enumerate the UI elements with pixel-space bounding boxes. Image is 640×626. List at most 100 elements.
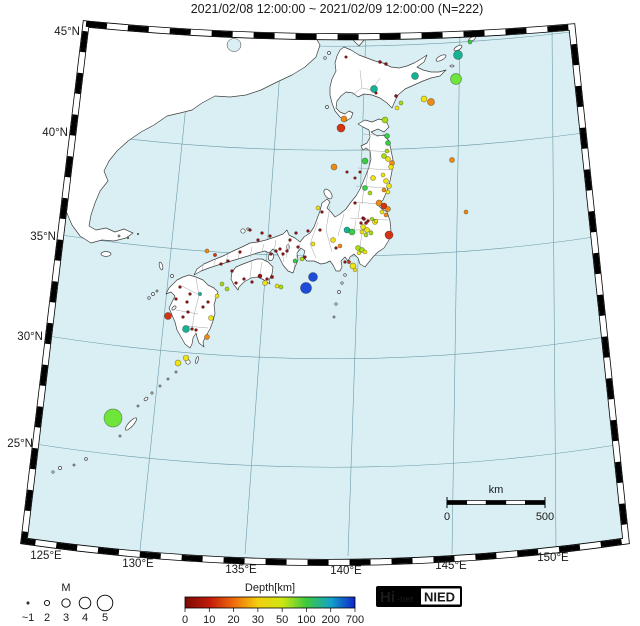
- logo-nied-text: NIED: [424, 590, 455, 605]
- earthquake-marker: [248, 228, 252, 232]
- earthquake-marker: [219, 281, 225, 287]
- earthquake-marker: [274, 249, 278, 253]
- earthquake-marker: [281, 252, 285, 256]
- depth-tick-label: 100: [297, 614, 315, 626]
- longitude-label: 130°E: [122, 558, 154, 570]
- earthquake-marker: [381, 187, 387, 193]
- earthquake-marker: [368, 230, 374, 236]
- earthquake-marker: [381, 153, 387, 159]
- earthquake-marker: [318, 228, 322, 232]
- scale-bar: km 0 500: [444, 484, 554, 523]
- earthquake-marker: [385, 156, 391, 162]
- latitude-label: 35°N: [30, 231, 56, 243]
- earthquake-marker: [356, 250, 362, 256]
- sea-area: [24, 24, 626, 563]
- earthquake-marker: [234, 281, 238, 285]
- earthquake-marker: [361, 157, 369, 165]
- earthquake-marker: [182, 354, 190, 362]
- earthquake-marker: [219, 262, 223, 266]
- earthquake-marker: [384, 62, 388, 66]
- earthquake-marker: [450, 73, 462, 85]
- earthquake-marker: [344, 55, 348, 59]
- magnitude-sample-circle: [61, 598, 71, 608]
- magnitude-sample-label: 5: [102, 612, 108, 624]
- map-title: 2021/02/08 12:00:00 ~ 2021/02/09 12:00:0…: [191, 2, 484, 16]
- earthquake-marker: [330, 237, 336, 243]
- earthquake-marker: [257, 273, 263, 279]
- landmasses: [39, 24, 488, 474]
- earthquake-marker: [274, 283, 280, 289]
- scalebar-end-label: 500: [536, 511, 554, 523]
- earthquake-marker: [383, 212, 389, 218]
- earthquake-marker: [300, 282, 312, 294]
- earthquake-marker: [294, 231, 298, 235]
- longitude-label: 145°E: [435, 560, 467, 572]
- scalebar-segment: [505, 500, 526, 505]
- logo-hi-text: Hi: [380, 589, 395, 606]
- hinet-nied-logo: Hi -net NIED: [376, 586, 462, 607]
- magnitude-legend-title: M: [61, 582, 70, 594]
- logo-nied-panel: [421, 588, 460, 605]
- earthquake-marker: [310, 241, 316, 247]
- earthquake-marker: [308, 272, 318, 282]
- magnitude-legend: M ~1 2 3 4 5: [22, 582, 114, 624]
- earthquake-marker: [362, 185, 368, 191]
- earthquake-marker: [262, 280, 268, 286]
- earthquake-marker: [370, 175, 376, 181]
- earthquake-marker: [226, 259, 230, 263]
- earthquake-marker: [242, 277, 246, 281]
- earthquake-marker: [288, 238, 292, 242]
- earthquake-marker: [380, 172, 386, 178]
- sado-island: [323, 188, 333, 200]
- earthquake-marker: [384, 133, 390, 139]
- earthquake-marker: [315, 205, 321, 211]
- latitude-label: 25°N: [7, 438, 33, 450]
- earthquake-marker: [201, 305, 205, 309]
- magnitude-sample-label: 3: [63, 612, 69, 624]
- earthquake-marker: [181, 315, 185, 319]
- earthquake-marker: [383, 178, 389, 184]
- earthquake-marker: [103, 408, 123, 428]
- okinawa-island: [125, 417, 137, 431]
- earthquake-marker: [364, 227, 370, 233]
- earthquake-marker: [320, 210, 324, 214]
- earthquake-marker: [352, 267, 358, 273]
- earthquake-marker: [385, 206, 391, 212]
- earthquake-marker: [174, 297, 178, 301]
- lake-khanka: [226, 38, 242, 52]
- earthquake-marker: [381, 116, 389, 124]
- earthquake-marker: [285, 249, 289, 253]
- earthquake-marker: [388, 164, 394, 170]
- scalebar-segment: [466, 500, 487, 505]
- magnitude-sample-circle: [78, 596, 92, 610]
- earthquake-marker: [370, 85, 378, 93]
- earthquake-marker: [463, 209, 469, 215]
- earthquake-marker: [230, 269, 234, 273]
- earthquake-marker: [379, 209, 385, 215]
- earthquake-marker: [269, 252, 273, 256]
- earthquake-marker: [367, 190, 373, 196]
- earthquake-marker: [411, 72, 419, 80]
- earthquake-marker: [206, 300, 210, 304]
- earthquake-marker: [336, 123, 346, 133]
- earthquake-marker: [453, 50, 463, 60]
- depth-tick-label: 700: [346, 614, 364, 626]
- earthquake-marker: [366, 219, 370, 223]
- earthquake-marker: [337, 243, 343, 249]
- tsushima-island: [158, 261, 164, 271]
- earthquake-marker: [349, 262, 357, 270]
- earthquake-marker: [373, 218, 379, 224]
- earthquake-marker: [278, 247, 282, 251]
- earthquake-marker: [347, 260, 351, 264]
- earthquake-marker: [340, 115, 348, 123]
- earthquake-marker: [358, 170, 362, 174]
- earthquake-marker: [260, 231, 264, 235]
- depth-tick-label: 50: [276, 614, 288, 626]
- earthquake-marker: [214, 293, 220, 299]
- longitude-label: 125°E: [30, 550, 62, 562]
- scalebar-segment: [525, 500, 546, 505]
- logo-net-text: -net: [397, 594, 414, 605]
- magnitude-sample-circle: [43, 599, 51, 607]
- earthquake-marker: [204, 334, 210, 340]
- oki-islands: [240, 228, 246, 234]
